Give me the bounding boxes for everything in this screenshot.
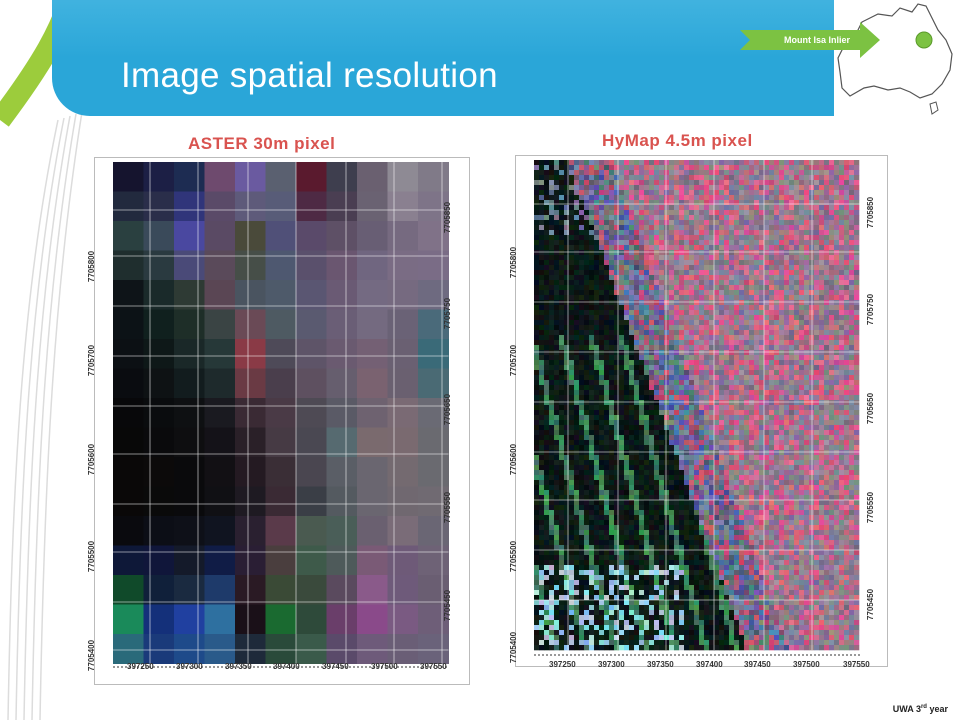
northing-tick-label: 7705650 <box>443 393 453 426</box>
northing-tick-label: 7705750 <box>866 293 876 326</box>
northing-tick-label: 7705700 <box>87 344 97 377</box>
footer-text: UWA 3rd year <box>892 704 948 714</box>
northing-tick-label: 7705800 <box>87 250 97 283</box>
easting-tick-label: 397550 <box>420 662 447 671</box>
map-callout-label: Mount Isa Inlier <box>783 35 850 45</box>
northing-tick-label: 7705450 <box>866 588 876 621</box>
northing-tick-label: 7705400 <box>509 631 519 664</box>
easting-tick-label: 397350 <box>647 660 674 669</box>
easting-tick-label: 397450 <box>744 660 771 669</box>
callout-arrow-icon <box>740 22 933 58</box>
aster-panel-title: ASTER 30m pixel <box>188 134 336 153</box>
northing-tick-label: 7705500 <box>87 540 97 573</box>
easting-tick-label: 397300 <box>598 660 625 669</box>
easting-tick-label: 397300 <box>176 662 203 671</box>
northing-tick-label: 7705550 <box>443 491 453 524</box>
northing-tick-label: 7705600 <box>509 443 519 476</box>
northing-tick-label: 7705550 <box>866 491 876 524</box>
easting-tick-label: 397250 <box>549 660 576 669</box>
northing-tick-label: 7705700 <box>509 344 519 377</box>
easting-tick-label: 397500 <box>371 662 398 671</box>
hymap-image-frame <box>515 155 888 667</box>
northing-tick-label: 7705650 <box>866 392 876 425</box>
aster-image-frame <box>94 157 470 685</box>
easting-tick-label: 397400 <box>273 662 300 671</box>
easting-tick-label: 397450 <box>322 662 349 671</box>
northing-tick-label: 7705850 <box>443 201 453 234</box>
easting-tick-label: 397400 <box>696 660 723 669</box>
easting-tick-label: 397250 <box>127 662 154 671</box>
easting-tick-label: 397350 <box>225 662 252 671</box>
northing-tick-label: 7705600 <box>87 443 97 476</box>
australia-map-inset <box>834 0 960 122</box>
northing-tick-label: 7705800 <box>509 246 519 279</box>
northing-tick-label: 7705500 <box>509 540 519 573</box>
aster-image <box>113 162 449 668</box>
northing-tick-label: 7705750 <box>443 297 453 330</box>
easting-tick-label: 397550 <box>843 660 870 669</box>
northing-tick-label: 7705850 <box>866 196 876 229</box>
northing-tick-label: 7705400 <box>87 639 97 672</box>
northing-tick-label: 7705450 <box>443 589 453 622</box>
australia-map-icon <box>837 3 953 115</box>
slide-title: Image spatial resolution <box>121 56 498 95</box>
hymap-panel-title: HyMap 4.5m pixel <box>602 131 753 150</box>
hymap-image <box>534 160 862 656</box>
easting-tick-label: 397500 <box>793 660 820 669</box>
header-band <box>52 0 834 116</box>
